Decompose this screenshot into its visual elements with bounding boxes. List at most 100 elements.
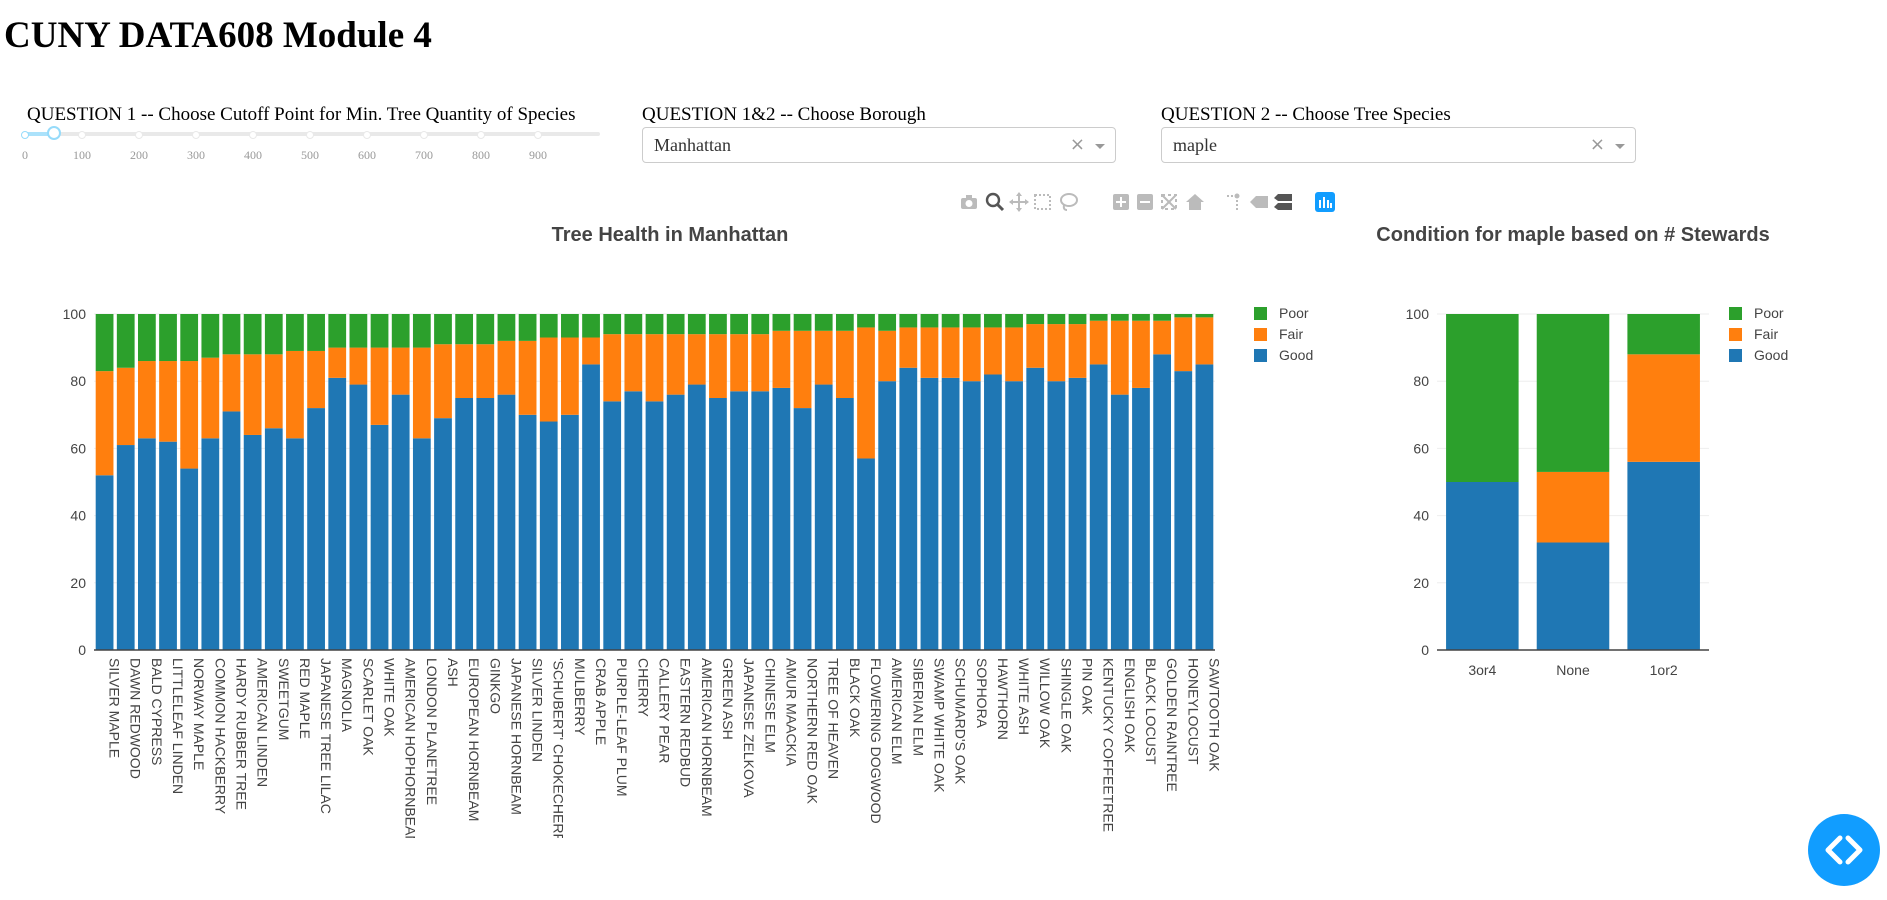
pan-icon[interactable] [1008, 191, 1030, 213]
bar-good[interactable] [793, 408, 812, 650]
bar-good[interactable] [1026, 367, 1045, 650]
bar-fair[interactable] [984, 327, 1002, 375]
bar-good[interactable] [1446, 482, 1519, 650]
bar-fair[interactable] [328, 347, 347, 378]
bar-good[interactable] [116, 445, 135, 650]
slider-mark-label[interactable]: 500 [301, 148, 319, 162]
slider-mark-label[interactable]: 400 [244, 148, 262, 162]
slider-dot[interactable] [420, 131, 428, 139]
bar-poor[interactable] [116, 314, 135, 368]
bar-poor[interactable] [666, 314, 685, 335]
bar-poor[interactable] [370, 314, 389, 348]
bar-good[interactable] [899, 367, 918, 650]
bar-fair[interactable] [814, 330, 833, 385]
bar-good[interactable] [666, 394, 685, 650]
bar-good[interactable] [1089, 364, 1108, 650]
bar-fair[interactable] [434, 344, 452, 419]
bar-fair[interactable] [370, 347, 389, 425]
bar-fair[interactable] [95, 371, 114, 476]
code-toggle-button[interactable] [1808, 814, 1880, 886]
bar-poor[interactable] [814, 314, 833, 331]
chevron-down-icon[interactable] [1615, 144, 1625, 149]
bar-poor[interactable] [243, 314, 262, 355]
slider-mark-label[interactable]: 600 [358, 148, 376, 162]
bar-fair[interactable] [899, 327, 918, 368]
legend-swatch[interactable] [1729, 349, 1742, 362]
bar-good[interactable] [603, 401, 622, 650]
bar-fair[interactable] [624, 334, 643, 392]
bar-fair[interactable] [561, 337, 579, 415]
bar-fair[interactable] [1026, 324, 1045, 368]
bar-good[interactable] [137, 438, 156, 650]
chevron-down-icon[interactable] [1095, 144, 1105, 149]
bar-poor[interactable] [434, 314, 452, 345]
bar-poor[interactable] [857, 314, 875, 328]
bar-fair[interactable] [730, 334, 748, 392]
bar-fair[interactable] [1195, 317, 1214, 365]
bar-fair[interactable] [1005, 327, 1023, 382]
bar-poor[interactable] [1005, 314, 1023, 328]
slider-dot[interactable] [534, 131, 542, 139]
bar-fair[interactable] [518, 340, 537, 415]
bar-fair[interactable] [793, 330, 812, 409]
zoom-icon[interactable] [984, 191, 1006, 213]
bar-good[interactable] [349, 384, 368, 650]
legend-swatch[interactable] [1729, 328, 1742, 341]
bar-poor[interactable] [984, 314, 1002, 328]
bar-poor[interactable] [1047, 314, 1066, 325]
slider-dot[interactable] [192, 131, 200, 139]
plotly-logo-icon[interactable] [1314, 191, 1336, 213]
bar-fair[interactable] [307, 350, 325, 409]
slider-mark-label[interactable]: 100 [73, 148, 91, 162]
bar-fair[interactable] [687, 334, 706, 385]
zoom-in-icon[interactable] [1110, 191, 1132, 213]
bar-good[interactable] [95, 475, 114, 650]
bar-poor[interactable] [709, 314, 727, 335]
bar-fair[interactable] [286, 350, 304, 439]
bar-good[interactable] [1132, 387, 1150, 650]
bar-poor[interactable] [1627, 314, 1700, 355]
bar-fair[interactable] [857, 327, 875, 459]
slider-dot[interactable] [135, 131, 143, 139]
bar-poor[interactable] [1068, 314, 1087, 325]
bar-fair[interactable] [497, 340, 516, 395]
bar-fair[interactable] [1089, 320, 1108, 365]
bar-poor[interactable] [95, 314, 114, 372]
bar-good[interactable] [539, 421, 558, 650]
bar-poor[interactable] [772, 314, 791, 331]
bar-good[interactable] [455, 398, 474, 650]
legend-label[interactable]: Fair [1279, 326, 1303, 342]
spike-lines-icon[interactable] [1222, 191, 1244, 213]
bar-good[interactable] [328, 377, 347, 650]
bar-good[interactable] [687, 384, 706, 650]
bar-good[interactable] [1047, 381, 1066, 650]
reset-axes-icon[interactable] [1184, 191, 1206, 213]
bar-poor[interactable] [751, 314, 770, 335]
bar-poor[interactable] [159, 314, 177, 362]
bar-poor[interactable] [920, 314, 939, 328]
bar-good[interactable] [497, 394, 516, 650]
bar-poor[interactable] [1132, 314, 1150, 321]
bar-good[interactable] [624, 391, 643, 650]
bar-poor[interactable] [582, 314, 600, 338]
bar-good[interactable] [243, 434, 262, 650]
bar-fair[interactable] [455, 344, 474, 398]
bar-poor[interactable] [1195, 314, 1214, 318]
bar-poor[interactable] [349, 314, 368, 348]
bar-fair[interactable] [391, 347, 410, 395]
bar-poor[interactable] [1153, 314, 1172, 321]
slider-dot[interactable] [249, 131, 257, 139]
bar-good[interactable] [582, 364, 600, 650]
hover-closest-icon[interactable] [1248, 191, 1270, 213]
bar-fair[interactable] [1153, 320, 1172, 355]
bar-fair[interactable] [751, 334, 770, 392]
slider-handle[interactable] [46, 126, 61, 140]
cutoff-slider[interactable]: 0 100 200 300 400 500 600 700 800 900 [21, 124, 602, 164]
bar-good[interactable] [391, 394, 410, 650]
bar-fair[interactable] [349, 347, 368, 385]
bar-poor[interactable] [180, 314, 199, 362]
legend-swatch[interactable] [1254, 328, 1267, 341]
bar-fair[interactable] [137, 361, 156, 439]
bar-poor[interactable] [878, 314, 897, 331]
bar-fair[interactable] [920, 327, 939, 378]
